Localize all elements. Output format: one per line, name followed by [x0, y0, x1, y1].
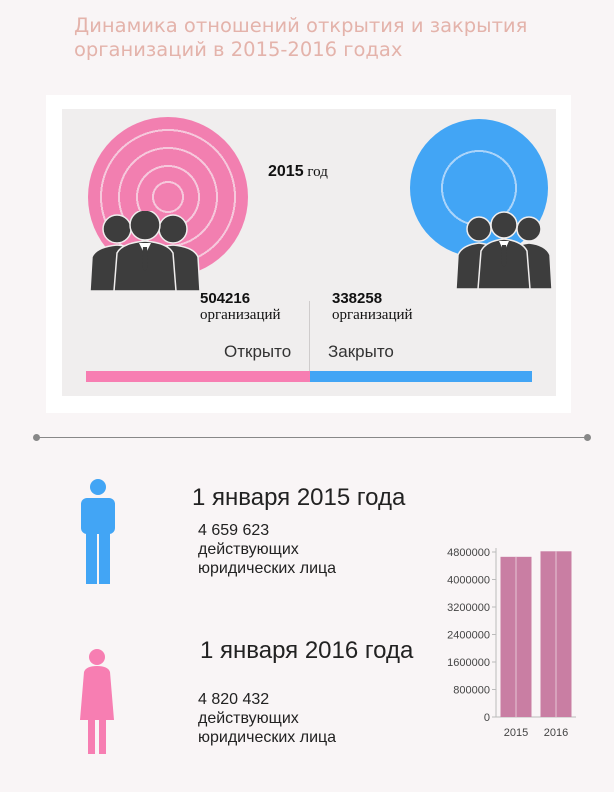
- year-word: год: [307, 164, 328, 180]
- y-tick-label: 1600000: [447, 657, 490, 669]
- separator-line: [37, 437, 587, 438]
- bar-chart: 0 800000 1600000 2400000 3200000 4000000 48000…: [447, 547, 576, 739]
- date-2016: 1 января 2016 года: [200, 637, 414, 664]
- stat-divider: [309, 301, 310, 371]
- y-tick-label: 2400000: [447, 630, 490, 642]
- open-close-panel: 2015 год 504216 организаций 338258 орган…: [46, 95, 571, 413]
- x-tick-label: 2015: [504, 727, 528, 739]
- closed-stat: 338258 организаций: [332, 290, 413, 324]
- count-2015-line2: действующих: [198, 541, 299, 558]
- people-group-icon: [455, 211, 553, 289]
- year-number: 2015: [268, 163, 304, 180]
- opened-stat: 504216 организаций: [200, 290, 281, 324]
- count-2016-line2: действующих: [198, 710, 299, 727]
- x-tick-label: 2016: [544, 727, 568, 739]
- person-icon: [81, 479, 115, 584]
- opened-label: Открыто: [224, 342, 292, 361]
- page-title: Динамика отношений открытия и закрытия о…: [74, 14, 528, 61]
- y-tick-label: 800000: [453, 685, 490, 697]
- closed-bar: [310, 371, 532, 382]
- closed-label: Закрыто: [328, 342, 394, 361]
- opened-unit: организаций: [200, 307, 281, 323]
- y-tick-label: 4000000: [447, 575, 490, 587]
- people-group-icon: [89, 211, 201, 291]
- count-2016-line3: юридических лица: [198, 729, 337, 746]
- opened-value: 504216: [200, 290, 251, 307]
- person-icon: [80, 649, 114, 754]
- count-2015-value: 4 659 623: [198, 522, 270, 539]
- date-2015: 1 января 2015 года: [192, 484, 406, 511]
- year-label: 2015 год: [268, 163, 328, 181]
- panel-background: 2015 год 504216 организаций 338258 орган…: [62, 109, 556, 396]
- count-2015-line3: юридических лица: [198, 560, 337, 577]
- closed-unit: организаций: [332, 307, 413, 323]
- separator-dot-right: [584, 434, 591, 441]
- count-2016-value: 4 820 432: [198, 691, 270, 708]
- y-tick-label: 4800000: [447, 547, 490, 559]
- opened-bar: [86, 371, 310, 382]
- count-2016: 4 820 432 действующих юридических лица: [198, 690, 336, 747]
- count-2015: 4 659 623 действующих юридических лица: [198, 521, 336, 578]
- separator-dot-left: [33, 434, 40, 441]
- closed-value: 338258: [332, 290, 383, 307]
- y-tick-label: 3200000: [447, 602, 490, 614]
- y-tick-label: 0: [484, 712, 490, 724]
